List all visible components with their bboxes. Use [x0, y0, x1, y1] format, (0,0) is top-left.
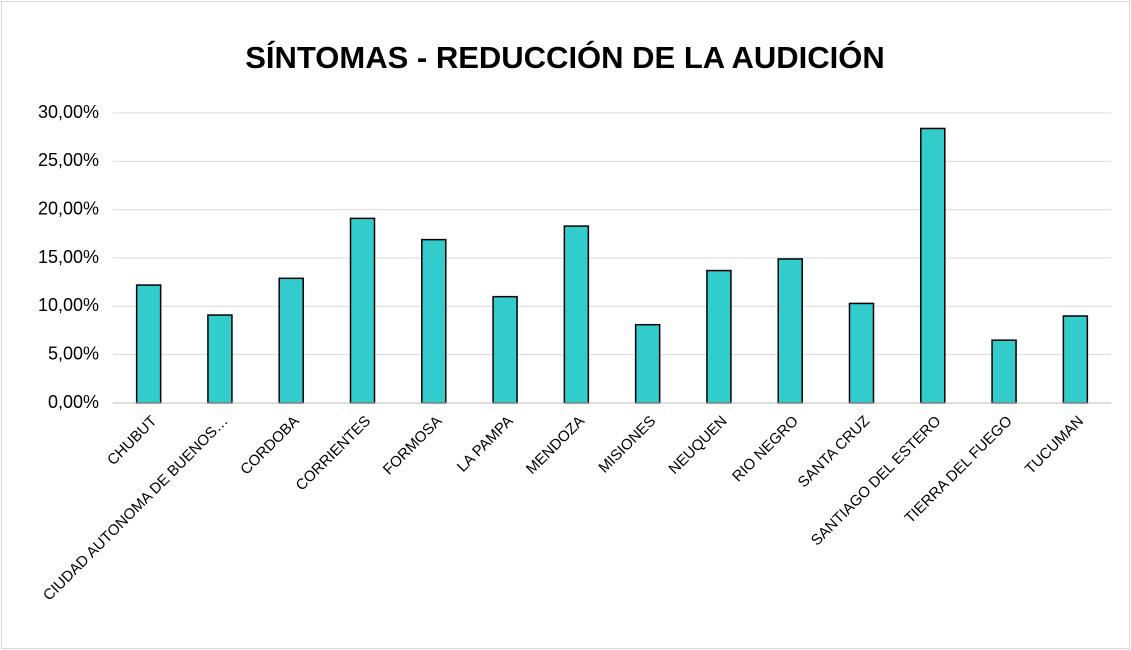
bar — [278, 277, 304, 404]
bar — [563, 225, 590, 404]
bar — [349, 217, 376, 404]
bar — [492, 295, 518, 404]
y-tick-label: 10,00% — [38, 295, 99, 315]
bar — [848, 302, 875, 404]
bar — [1062, 315, 1089, 404]
y-tick-label: 5,00% — [48, 343, 99, 363]
chart-title: SÍNTOMAS - REDUCCIÓN DE LA AUDICIÓN — [245, 39, 885, 75]
bar — [920, 127, 946, 404]
bar — [421, 238, 447, 404]
y-tick-label: 15,00% — [38, 247, 99, 267]
bar — [991, 339, 1017, 404]
bar — [135, 284, 162, 404]
y-tick-label: 20,00% — [38, 198, 99, 218]
bar — [207, 314, 233, 404]
bar — [777, 258, 803, 404]
bar — [634, 323, 661, 404]
y-tick-label: 30,00% — [38, 102, 99, 122]
y-tick-label: 0,00% — [48, 392, 99, 412]
y-tick-label: 25,00% — [38, 150, 99, 170]
bar — [706, 269, 732, 404]
